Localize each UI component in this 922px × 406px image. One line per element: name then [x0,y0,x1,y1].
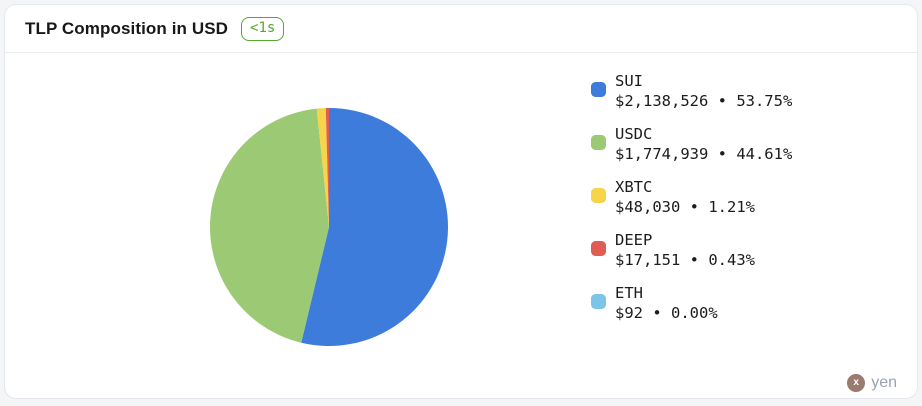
avatar[interactable]: x [847,374,866,392]
pie-slice-deep[interactable] [325,108,329,227]
legend-text: SUI $2,138,526 • 53.75% [615,71,792,111]
legend-value: $1,774,939 • 44.61% [615,145,793,163]
user-chip[interactable]: x yen [847,374,897,392]
legend-item-eth: ETH $92 • 0.00% [591,283,792,323]
legend-text: ETH $92 • 0.00% [615,283,718,323]
legend-swatch-deep [591,241,606,256]
card-header: TLP Composition in USD <1s [5,5,917,53]
legend-swatch-sui [591,82,606,97]
chart-legend: SUI $2,138,526 • 53.75% USDC $1,774,939 • 4… [591,71,792,323]
legend-swatch-usdc [591,135,606,150]
pie-slice-sui[interactable] [301,108,448,346]
legend-label: USDC [615,125,653,143]
tlp-composition-card: TLP Composition in USD <1s SUI $2,138,526… [4,4,918,399]
username: yen [871,374,897,391]
legend-label: XBTC [615,178,653,196]
legend-item-usdc: USDC $1,774,939 • 44.61% [591,124,792,164]
legend-value: $48,030 • 1.21% [615,198,755,216]
legend-text: USDC $1,774,939 • 44.61% [615,124,792,164]
pie-slice-usdc[interactable] [210,108,329,343]
legend-label: SUI [615,72,643,90]
pie-chart[interactable] [209,107,449,347]
legend-label: ETH [615,284,643,302]
legend-text: XBTC $48,030 • 1.21% [615,177,755,217]
pie-slice-xbtc[interactable] [316,108,329,227]
pie-chart-wrap [209,107,449,347]
legend-label: DEEP [615,231,653,249]
legend-value: $2,138,526 • 53.75% [615,92,793,110]
chart-area: SUI $2,138,526 • 53.75% USDC $1,774,939 • 4… [5,53,917,398]
legend-swatch-eth [591,294,606,309]
legend-text: DEEP $17,151 • 0.43% [615,230,755,270]
legend-item-sui: SUI $2,138,526 • 53.75% [591,71,792,111]
legend-item-xbtc: XBTC $48,030 • 1.21% [591,177,792,217]
legend-item-deep: DEEP $17,151 • 0.43% [591,230,792,270]
legend-swatch-xbtc [591,188,606,203]
legend-value: $17,151 • 0.43% [615,251,755,269]
page-title: TLP Composition in USD [25,18,229,38]
legend-value: $92 • 0.00% [615,304,718,322]
latency-badge: <1s [241,16,285,41]
